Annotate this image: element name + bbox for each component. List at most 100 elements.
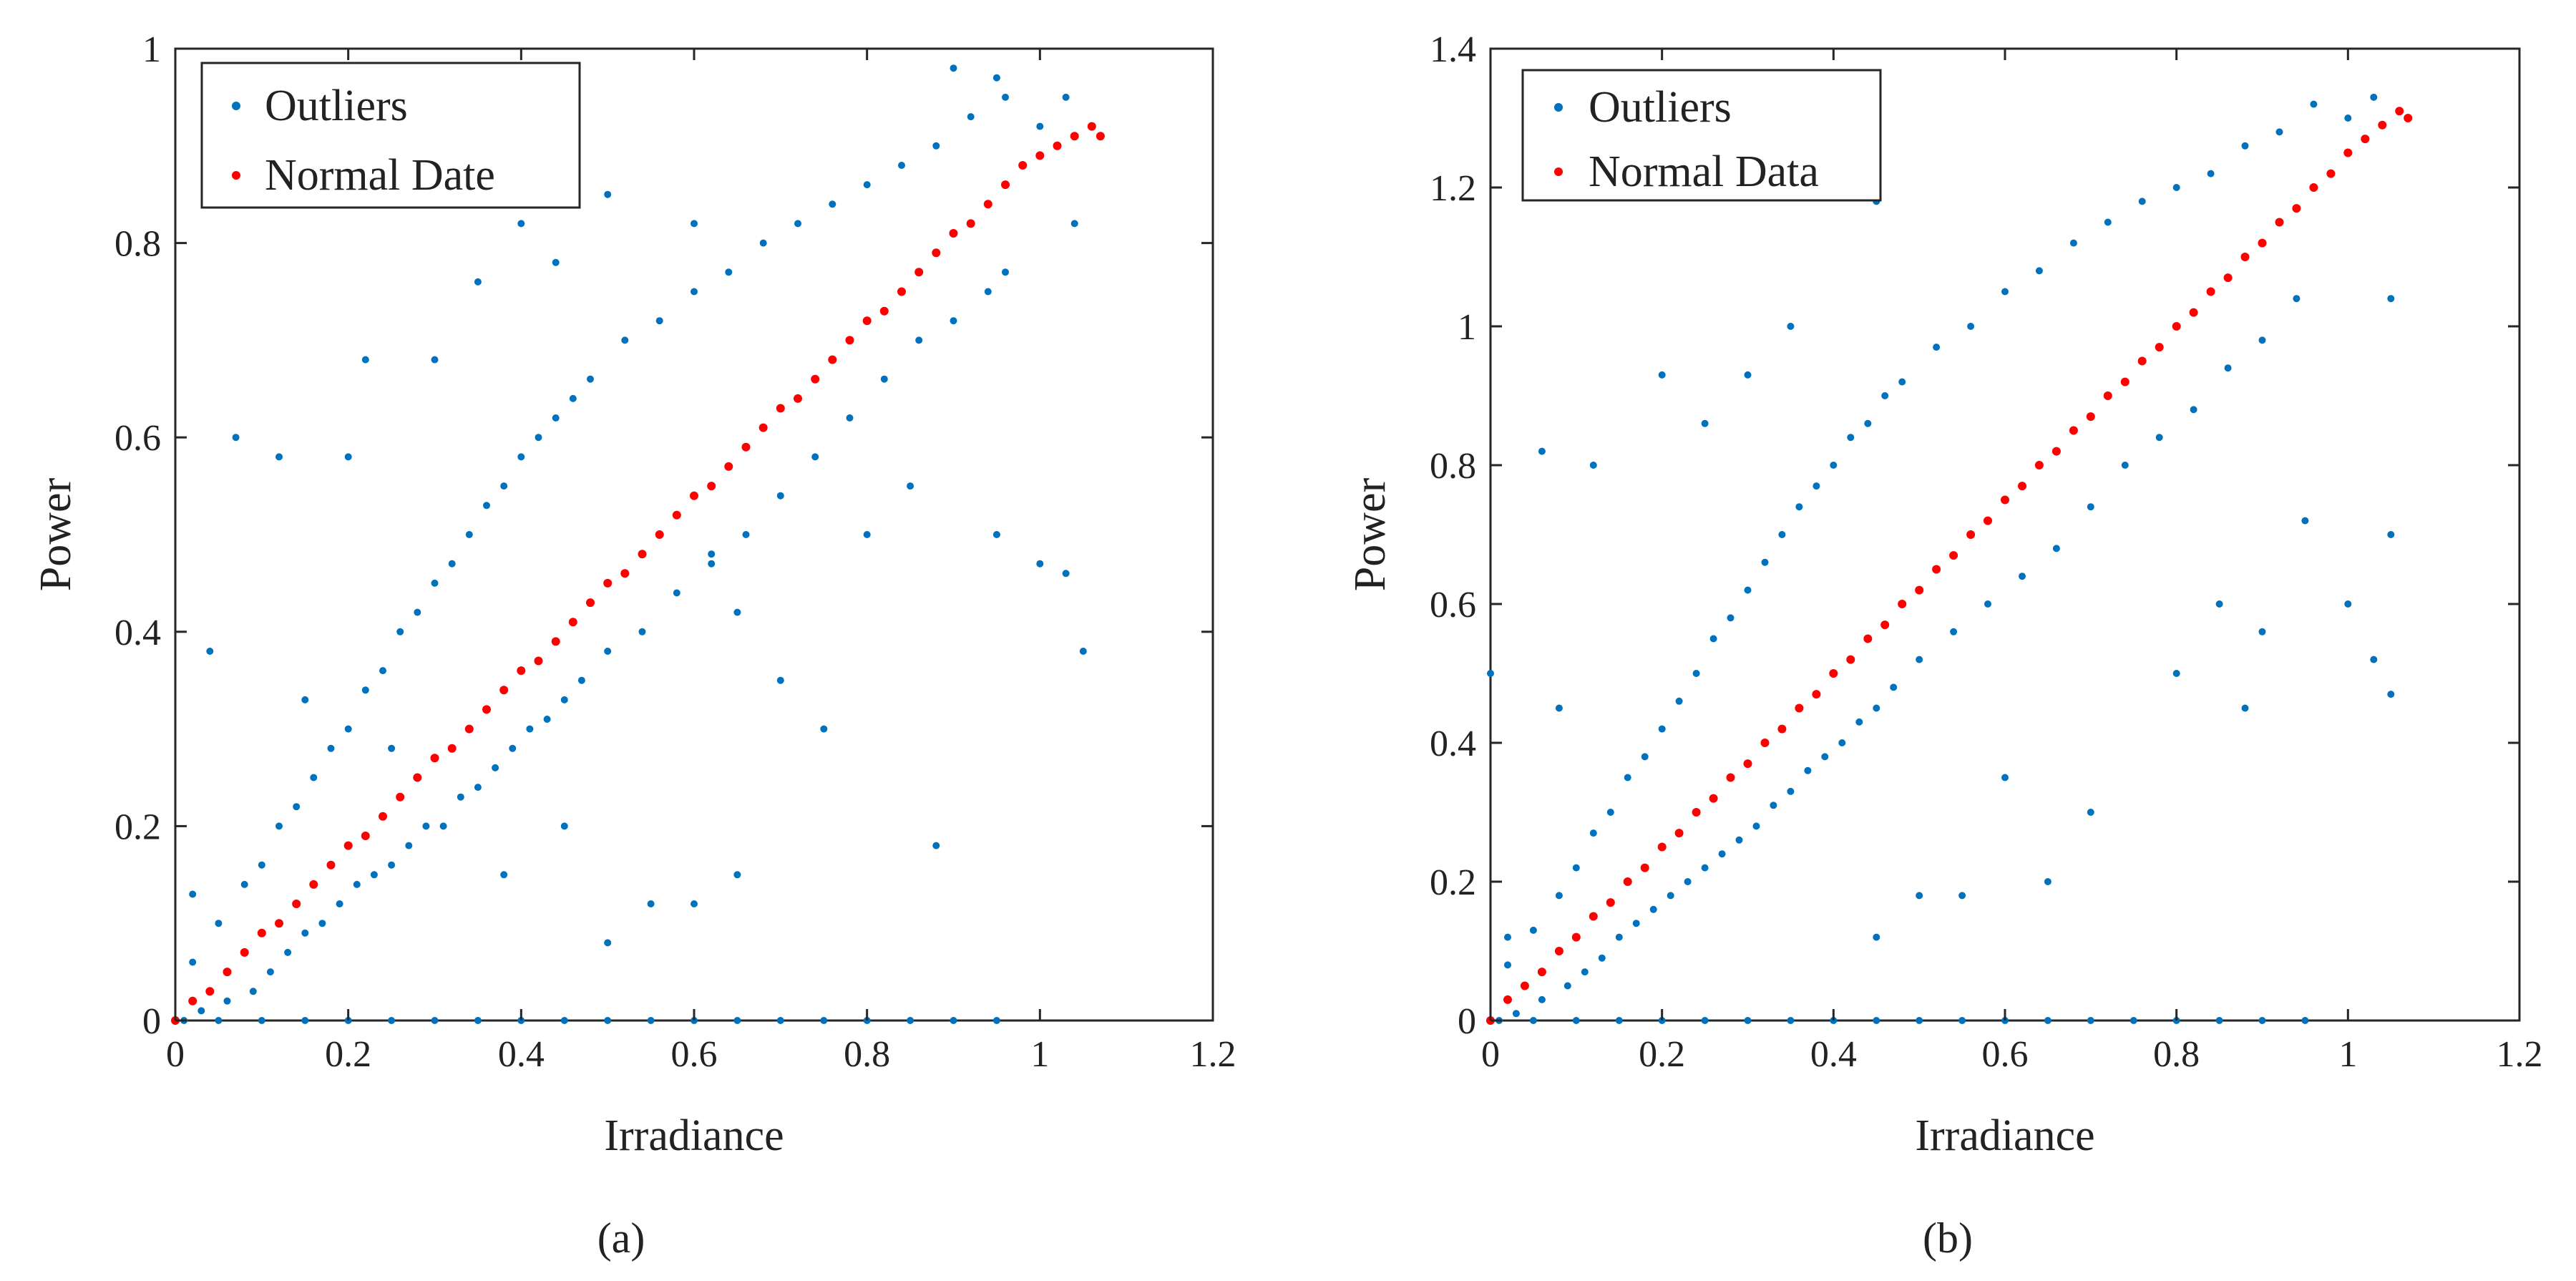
x-tick-label-a-3: 0.6 xyxy=(671,1034,718,1075)
normal-point-b-38 xyxy=(2137,356,2147,366)
normal-point-a-24 xyxy=(586,598,595,608)
outlier-point-b-24 xyxy=(1727,614,1735,622)
outlier-point-a-65 xyxy=(950,317,957,325)
legend-label-normal-b: Normal Data xyxy=(1589,147,1819,196)
outlier-point-b-60 xyxy=(2172,184,2180,191)
normal-point-b-6 xyxy=(1589,912,1598,921)
normal-point-a-11 xyxy=(361,832,370,840)
outlier-point-b-8 xyxy=(1589,829,1597,837)
outlier-point-a-88 xyxy=(907,482,914,490)
panel-caption-a: (a) xyxy=(597,1214,645,1262)
outlier-point-a-16 xyxy=(344,725,352,733)
scatter-marks-b xyxy=(1486,93,2413,1025)
outlier-point-a-85 xyxy=(776,676,784,684)
normal-point-a-53 xyxy=(1087,122,1096,131)
ticks-b: 0 0.2 0.4 0.6 0.8 1 1.2 0 0.2 0.4 0.6 0.8 1 1.2 1.4 xyxy=(1430,29,2543,1075)
outlier-point-b-17 xyxy=(1667,892,1674,900)
outlier-point-a-12 xyxy=(310,774,318,781)
outlier-point-a-118 xyxy=(647,1017,655,1024)
outlier-point-a-23 xyxy=(405,842,413,849)
outlier-point-a-67 xyxy=(984,288,992,296)
x-tick-label-b-0: 0 xyxy=(1481,1034,1500,1075)
outlier-point-a-37 xyxy=(526,725,534,733)
outlier-point-b-35 xyxy=(1821,753,1829,761)
outlier-point-b-3 xyxy=(1538,995,1546,1003)
outlier-point-a-19 xyxy=(370,871,378,879)
outlier-point-a-87 xyxy=(863,531,871,538)
outlier-point-a-15 xyxy=(336,900,343,907)
normal-point-a-1 xyxy=(188,996,197,1005)
outlier-point-a-20 xyxy=(379,667,386,675)
normal-point-a-50 xyxy=(1035,151,1045,160)
outlier-point-b-59 xyxy=(2155,434,2163,442)
outlier-point-a-14 xyxy=(327,744,335,752)
outlier-point-a-89 xyxy=(992,531,1000,538)
outlier-point-a-121 xyxy=(776,1017,784,1024)
normal-point-a-38 xyxy=(828,355,837,364)
outlier-point-b-29 xyxy=(1770,802,1777,809)
outlier-point-b-10 xyxy=(1606,809,1614,816)
outlier-point-a-27 xyxy=(439,822,447,830)
outlier-point-b-81 xyxy=(1958,892,1966,900)
outlier-point-b-69 xyxy=(2344,115,2352,122)
outlier-point-b-39 xyxy=(1855,718,1863,726)
outlier-point-a-56 xyxy=(794,220,801,228)
normal-point-b-29 xyxy=(1984,516,1992,525)
outlier-point-a-82 xyxy=(691,220,698,228)
x-tick-label-b-4: 0.8 xyxy=(2153,1034,2200,1075)
legend-box-a xyxy=(200,62,581,209)
normal-point-b-34 xyxy=(2069,426,2078,435)
outlier-point-b-33 xyxy=(1804,766,1812,774)
outlier-point-a-72 xyxy=(232,434,240,442)
x-tick-label-a-2: 0.4 xyxy=(498,1034,545,1075)
outlier-point-b-9 xyxy=(1598,954,1606,962)
ticks-a: 0 0.2 0.4 0.6 0.8 1 1.2 0 0.2 0.4 0.6 0.8 1 xyxy=(114,29,1236,1075)
outlier-point-b-106 xyxy=(1873,1017,1880,1024)
outlier-point-a-6 xyxy=(258,861,265,869)
outlier-point-a-99 xyxy=(500,871,508,879)
outlier-point-a-109 xyxy=(258,1017,265,1024)
normal-point-a-36 xyxy=(794,394,802,403)
outlier-point-b-68 xyxy=(2310,100,2318,108)
outlier-point-a-17 xyxy=(353,880,361,888)
outlier-point-a-29 xyxy=(457,793,464,801)
normal-point-b-42 xyxy=(2206,287,2215,296)
outlier-point-b-84 xyxy=(2172,670,2180,677)
outlier-point-b-1 xyxy=(1512,1010,1520,1018)
outlier-point-b-31 xyxy=(1787,787,1795,795)
outlier-point-a-57 xyxy=(811,453,819,461)
outlier-point-a-1 xyxy=(197,1007,205,1015)
normal-point-b-3 xyxy=(1537,968,1546,977)
y-tick-label-b-5: 1 xyxy=(1458,307,1476,348)
normal-point-a-34 xyxy=(758,423,768,432)
outlier-point-a-44 xyxy=(587,375,594,383)
y-tick-label-b-0: 0 xyxy=(1458,1001,1476,1042)
outlier-point-a-18 xyxy=(361,686,369,694)
outlier-point-b-6 xyxy=(1572,864,1580,872)
outlier-point-a-41 xyxy=(560,696,568,703)
outlier-point-b-62 xyxy=(2207,170,2215,177)
outlier-point-a-10 xyxy=(293,803,301,811)
legend-marker-normal-b xyxy=(1554,167,1563,176)
normal-point-a-29 xyxy=(672,510,681,520)
normal-point-b-11 xyxy=(1674,829,1684,838)
x-tick-label-b-3: 0.6 xyxy=(1982,1034,2029,1075)
normal-point-b-21 xyxy=(1846,655,1855,664)
normal-point-b-27 xyxy=(1949,551,1958,560)
outlier-point-a-110 xyxy=(301,1017,309,1024)
normal-point-a-15 xyxy=(430,754,439,763)
outlier-point-a-101 xyxy=(950,64,957,72)
outlier-point-b-44 xyxy=(1898,378,1906,386)
outlier-point-a-97 xyxy=(733,871,741,879)
legend-marker-outliers-a xyxy=(232,102,240,110)
normal-point-b-5 xyxy=(1571,932,1581,942)
outlier-point-b-43 xyxy=(1890,683,1898,691)
y-tick-label-a-4: 0.8 xyxy=(114,224,161,265)
normal-point-b-54 xyxy=(2404,114,2413,122)
normal-point-b-37 xyxy=(2120,377,2129,386)
outlier-point-b-48 xyxy=(1967,323,1975,330)
outlier-point-b-56 xyxy=(2104,218,2112,226)
outlier-point-a-62 xyxy=(898,162,905,169)
normal-point-a-20 xyxy=(517,666,526,676)
outlier-point-a-7 xyxy=(266,968,274,976)
